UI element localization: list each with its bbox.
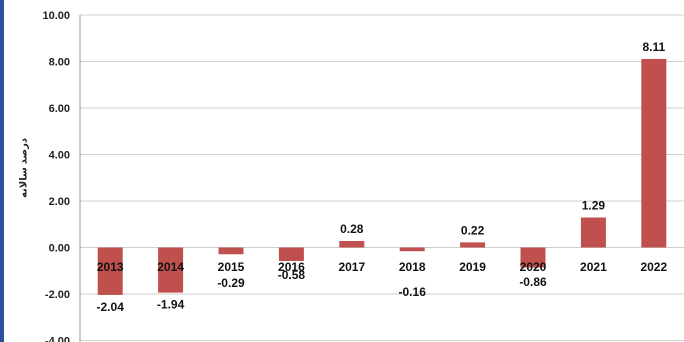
data-label: 1.29 [582, 199, 606, 213]
label-layer: 2013 -2.04 2014 -1.94 2015 -0.29 2016-0.58 2017… [97, 40, 668, 314]
y-tick-label: 4.00 [49, 150, 70, 162]
y-tick-label: 2.00 [49, 196, 70, 208]
y-tick-label: 0.00 [49, 243, 70, 255]
data-label: -0.86 [519, 275, 547, 289]
data-label: -0.16 [399, 285, 427, 299]
bar-2017 [339, 240, 365, 248]
data-label: -0.29 [217, 276, 245, 290]
bar-2013 [97, 247, 123, 295]
x-tick-label: 2018 [399, 260, 426, 274]
x-tick-label: 2021 [580, 260, 607, 274]
bar-2019 [460, 242, 486, 248]
x-tick-label: 2017 [338, 260, 365, 274]
x-tick-label: 2015 [218, 260, 245, 274]
bar-2021 [580, 217, 606, 248]
bar-2014 [158, 247, 184, 293]
x-tick-label: 2020 [520, 260, 547, 274]
y-tick-label: 10.00 [42, 10, 70, 22]
data-label: 0.22 [461, 223, 485, 237]
x-tick-label: 2013 [97, 260, 124, 274]
left-border [0, 0, 4, 342]
bar-2022 [641, 58, 667, 248]
y-tick-label: 8.00 [49, 57, 70, 69]
x-tick-label: 2016 [278, 260, 305, 274]
y-tick-label: 6.00 [49, 103, 70, 115]
data-label: 8.11 [642, 40, 665, 54]
x-tick-label: 2022 [640, 260, 667, 274]
grid-layer: 10.00 8.00 6.00 4.00 2.00 0.00 -2.00 -4.00 [42, 10, 684, 342]
data-label: -0.58 [278, 268, 306, 282]
y-tick-label: -2.00 [45, 289, 70, 301]
data-label: -1.94 [157, 298, 185, 312]
x-tick-label: 2014 [157, 260, 184, 274]
data-label: 0.28 [340, 222, 364, 236]
bar-2018 [399, 247, 425, 252]
bar-2016 [278, 247, 304, 261]
y-tick-label: -4.00 [45, 336, 70, 342]
x-tick-label: 2019 [459, 260, 486, 274]
bar-layer [97, 58, 667, 295]
bar-2020 [520, 247, 546, 268]
bar-2015 [218, 247, 244, 255]
data-label: -2.04 [97, 300, 125, 314]
